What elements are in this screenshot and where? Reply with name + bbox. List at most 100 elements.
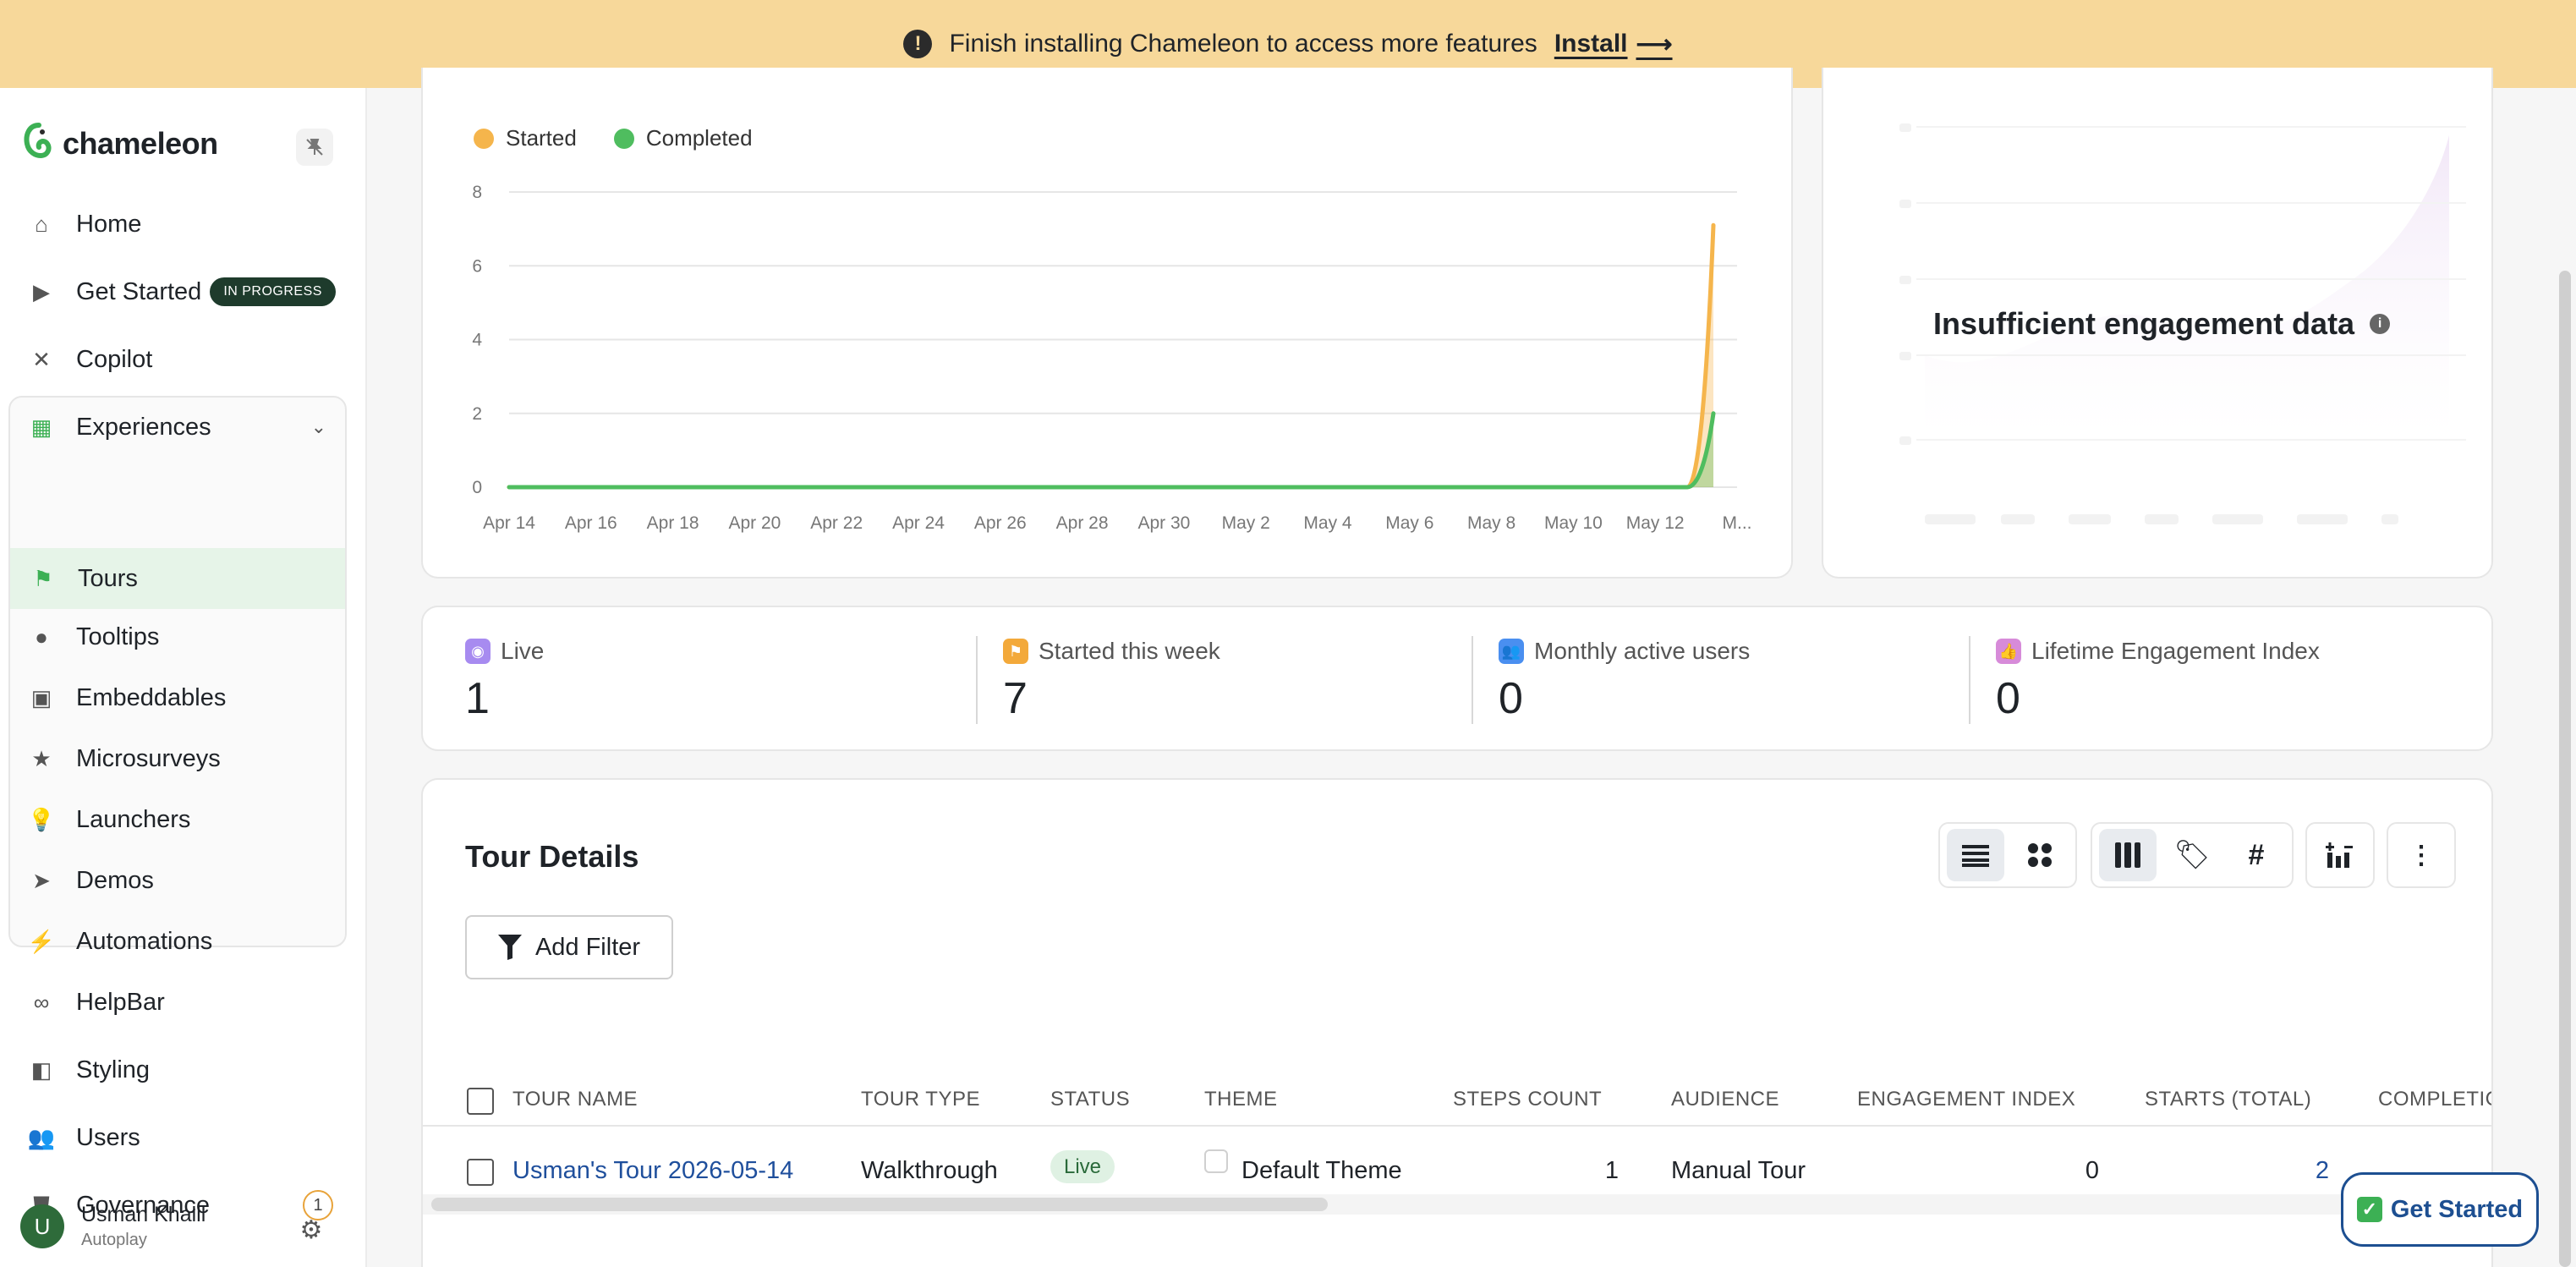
engagement-card: Insufficient engagement data i xyxy=(1822,68,2493,579)
sidebar-item-tours[interactable]: ⚑ Tours xyxy=(10,548,345,609)
series-area-started xyxy=(509,225,1713,487)
x-tick-label: Apr 18 xyxy=(647,513,699,533)
kebab-icon: ⋮ xyxy=(2409,841,2434,869)
list-view-button[interactable] xyxy=(1947,829,2004,881)
sidebar-item-label: Home xyxy=(76,210,142,238)
thumbs-up-icon: 👍 xyxy=(1996,639,2021,664)
add-filter-button[interactable]: Add Filter xyxy=(465,915,673,979)
get-started-label: Get Started xyxy=(2390,1195,2524,1223)
sidebar-item-label: Launchers xyxy=(76,805,191,833)
x-tick-label: Apr 28 xyxy=(1056,513,1109,533)
column-header-status[interactable]: STATUS xyxy=(1050,1088,1131,1111)
sidebar-item-automations[interactable]: ⚡ Automations xyxy=(8,913,347,969)
engagement-index-cell: 0 xyxy=(2085,1157,2099,1184)
tour-details-card: Tour Details 🏷 # ⋮ Add Filter TOUR NAME … xyxy=(421,778,2493,1267)
divider xyxy=(1472,636,1473,724)
x-tick-label: Apr 22 xyxy=(810,513,863,533)
table-row[interactable]: Usman's Tour 2026-05-14 Walkthrough Live… xyxy=(423,1128,2491,1209)
stat-started-this-week: ⚑ Started this week 7 xyxy=(1003,638,1220,724)
sidebar-item-microsurveys[interactable]: ★ Microsurveys xyxy=(8,731,347,787)
filter-icon xyxy=(497,935,522,960)
add-column-icon xyxy=(2326,842,2353,868)
horizontal-scrollbar[interactable] xyxy=(431,1198,1328,1211)
sidebar-item-styling[interactable]: ◧ Styling xyxy=(8,1042,347,1098)
gear-icon[interactable]: ⚙ xyxy=(299,1215,323,1244)
bolt-icon: ⚡ xyxy=(27,928,56,954)
sidebar: chameleon ⌂ Home ▶ Get Started IN PROGRE… xyxy=(0,88,367,1267)
tooltip-icon: ● xyxy=(35,623,48,650)
sidebar-item-copilot[interactable]: ✕ Copilot xyxy=(8,332,347,387)
more-options-button[interactable]: ⋮ xyxy=(2395,829,2447,881)
tour-name-link[interactable]: Usman's Tour 2026-05-14 xyxy=(512,1157,794,1184)
sidebar-item-experiences[interactable]: ▦ Experiences ⌄ xyxy=(8,399,347,455)
column-header-starts-total[interactable]: STARTS (TOTAL) xyxy=(2145,1088,2312,1111)
theme-cell: Default Theme xyxy=(1204,1149,1402,1185)
x-tick-label: May 8 xyxy=(1467,513,1515,533)
series-line-started xyxy=(507,222,1716,490)
column-header-theme[interactable]: THEME xyxy=(1204,1088,1278,1111)
column-header-engagement-index[interactable]: ENGAGEMENT INDEX xyxy=(1857,1088,2076,1111)
x-tick-label: Apr 16 xyxy=(565,513,617,533)
grid-view-button[interactable] xyxy=(2011,829,2069,881)
sidebar-item-launchers[interactable]: 💡 Launchers xyxy=(8,792,347,847)
users-icon: 👥 xyxy=(1499,639,1524,664)
tour-activity-chart: Started Completed 8 6 4 2 0 Apr 14 Apr 16 Apr 1… xyxy=(421,68,1793,579)
sidebar-item-embeddables[interactable]: ▣ Embeddables xyxy=(8,670,347,726)
legend-item-started[interactable]: Started xyxy=(474,125,577,151)
select-all-checkbox[interactable] xyxy=(467,1088,494,1115)
legend-item-completed[interactable]: Completed xyxy=(613,125,753,151)
grid-icon: ▦ xyxy=(30,414,52,440)
bulb-icon: 💡 xyxy=(27,806,56,832)
embed-icon: ▣ xyxy=(30,684,52,710)
column-header-audience[interactable]: AUDIENCE xyxy=(1671,1088,1780,1111)
vertical-scrollbar[interactable] xyxy=(2559,271,2571,1267)
column-header-steps-count[interactable]: STEPS COUNT xyxy=(1453,1088,1603,1111)
y-tick-label: 6 xyxy=(472,256,482,276)
column-header-tour-type[interactable]: TOUR TYPE xyxy=(861,1088,980,1111)
sidebar-item-get-started[interactable]: ▶ Get Started IN PROGRESS xyxy=(8,264,347,320)
customize-columns-group xyxy=(2305,822,2375,888)
palette-icon: ◧ xyxy=(30,1056,52,1083)
status-cell: Live xyxy=(1050,1150,1115,1183)
brand-logo[interactable]: chameleon xyxy=(24,122,218,166)
section-title: Tour Details xyxy=(465,839,639,874)
install-link[interactable]: Install ⟶ xyxy=(1554,30,1673,59)
user-profile[interactable]: U Usman Khalil Autoplay xyxy=(20,1203,206,1250)
user-name: Usman Khalil xyxy=(81,1203,206,1226)
get-started-button[interactable]: ✓ Get Started xyxy=(2341,1172,2539,1247)
starts-total-cell[interactable]: 2 xyxy=(2315,1157,2329,1184)
hashtag-button[interactable]: # xyxy=(2228,829,2285,881)
tags-button[interactable]: 🏷 xyxy=(2163,829,2221,881)
sidebar-item-home[interactable]: ⌂ Home xyxy=(8,196,347,252)
hashtag-icon: # xyxy=(2248,838,2265,871)
chevron-down-icon[interactable]: ⌄ xyxy=(310,416,326,437)
sidebar-item-tooltips[interactable]: ● Tooltips xyxy=(8,609,347,665)
grid-icon xyxy=(2028,843,2052,867)
column-toggle-group: 🏷 # xyxy=(2091,822,2294,888)
columns-icon xyxy=(2115,842,2140,868)
info-icon[interactable]: i xyxy=(2370,314,2391,334)
avatar: U xyxy=(20,1204,64,1248)
home-icon: ⌂ xyxy=(35,211,48,237)
sidebar-item-demos[interactable]: ➤ Demos xyxy=(8,853,347,908)
binoculars-icon: ∞ xyxy=(33,989,50,1015)
stat-live: ◉ Live 1 xyxy=(465,638,544,724)
chameleon-logo-icon xyxy=(24,123,52,159)
status-badge: Live xyxy=(1050,1150,1115,1183)
column-header-tour-name[interactable]: TOUR NAME xyxy=(512,1088,639,1111)
status-badge: IN PROGRESS xyxy=(210,277,336,306)
sidebar-item-helpbar[interactable]: ∞ HelpBar xyxy=(8,974,347,1030)
brand-name: chameleon xyxy=(63,126,218,161)
cursor-icon: ➤ xyxy=(32,867,51,893)
divider xyxy=(976,636,978,724)
pin-sidebar-icon[interactable] xyxy=(296,129,333,166)
table-header: TOUR NAME TOUR TYPE STATUS THEME STEPS C… xyxy=(423,1059,2493,1127)
column-header-completions[interactable]: COMPLETIC xyxy=(2378,1088,2493,1111)
sidebar-item-users[interactable]: 👥 Users xyxy=(8,1110,347,1166)
customize-columns-button[interactable] xyxy=(2314,829,2366,881)
columns-button[interactable] xyxy=(2099,829,2157,881)
stat-label: Monthly active users xyxy=(1534,638,1751,664)
list-icon xyxy=(1962,845,1989,867)
row-checkbox[interactable] xyxy=(467,1159,494,1186)
started-icon: ⚑ xyxy=(1003,639,1028,664)
